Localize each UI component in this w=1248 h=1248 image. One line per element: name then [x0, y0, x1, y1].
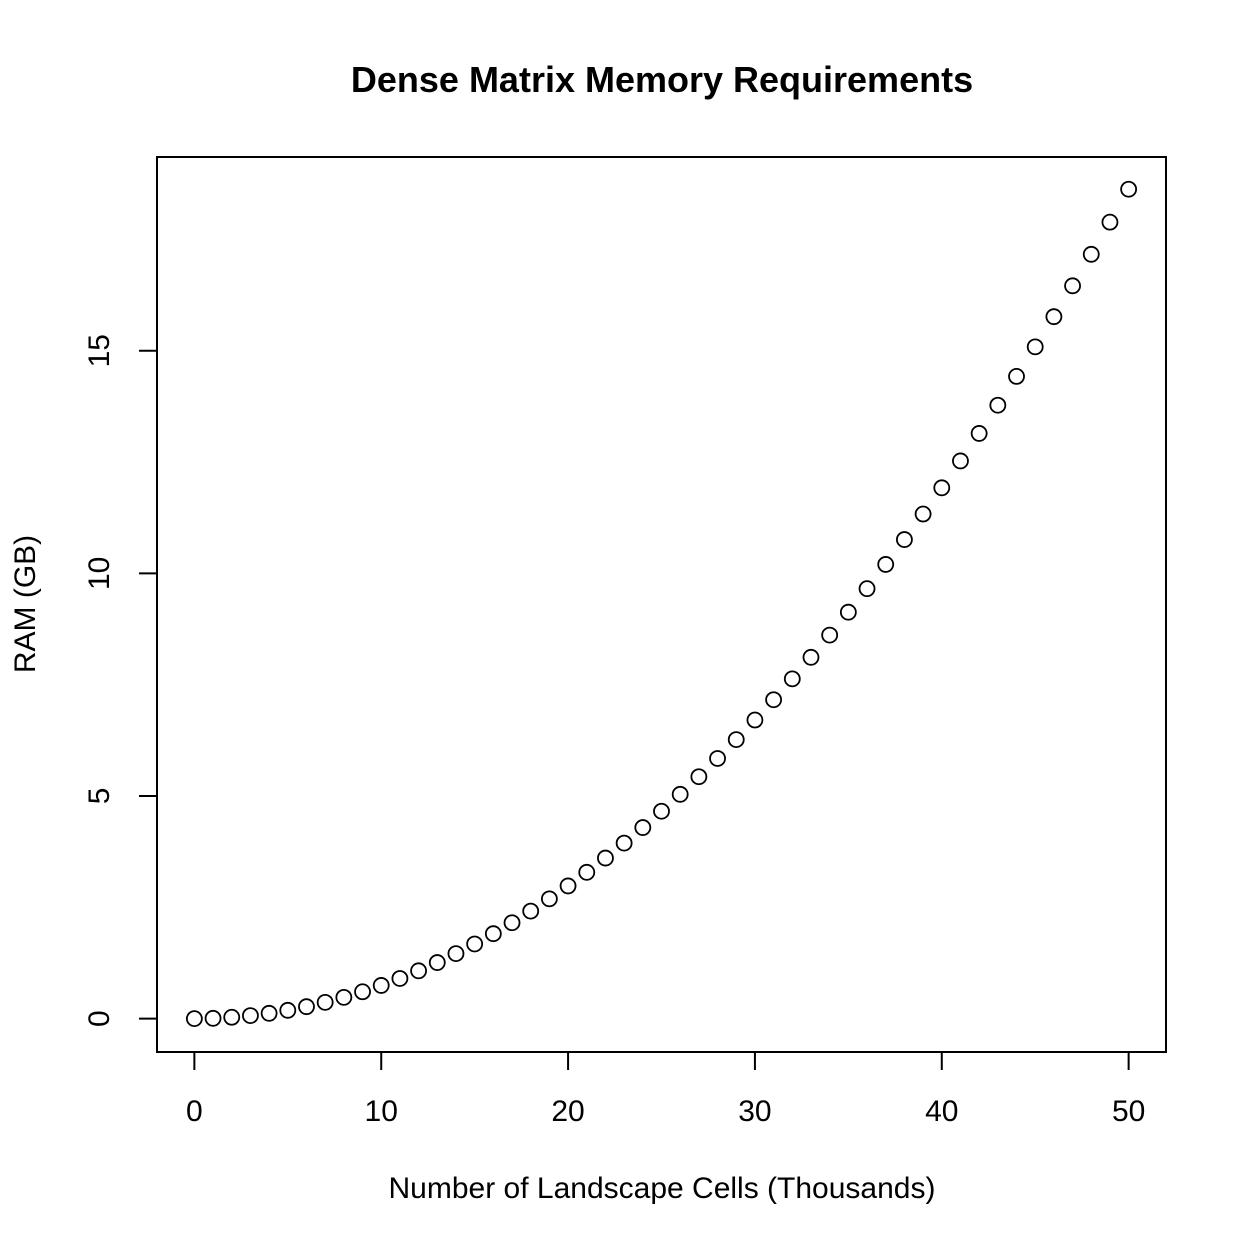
- x-tick-label: 30: [738, 1095, 771, 1128]
- data-point: [372, 977, 390, 994]
- data-point: [316, 993, 334, 1011]
- data-point: [653, 802, 670, 820]
- data-point: [1064, 277, 1081, 295]
- x-tick-label: 40: [925, 1095, 958, 1128]
- x-tick-label: 20: [551, 1095, 584, 1128]
- data-point: [578, 863, 596, 881]
- data-point: [952, 452, 969, 470]
- data-point: [877, 556, 895, 573]
- x-tick-label: 10: [365, 1095, 398, 1128]
- data-point: [540, 890, 558, 908]
- data-point: [466, 935, 484, 953]
- plot-frame: [156, 156, 1167, 1053]
- data-point: [634, 819, 652, 836]
- data-point: [690, 768, 708, 786]
- data-point: [559, 877, 577, 895]
- y-tick-label: 15: [83, 334, 116, 367]
- data-point: [765, 691, 783, 709]
- data-point: [484, 925, 502, 943]
- data-point: [260, 1004, 278, 1022]
- data-point: [298, 998, 315, 1016]
- data-point: [242, 1007, 259, 1025]
- data-point: [1120, 180, 1138, 198]
- data-point: [858, 580, 876, 598]
- data-point: [428, 954, 446, 971]
- data-point: [671, 785, 689, 803]
- data-point: [1026, 338, 1044, 356]
- data-point: [839, 603, 857, 621]
- y-tick-label: 10: [83, 557, 116, 590]
- data-point: [503, 914, 521, 932]
- data-point: [1008, 367, 1025, 385]
- data-point: [223, 1008, 241, 1026]
- data-point: [821, 626, 839, 644]
- y-tick-label: 5: [83, 788, 116, 805]
- data-point: [989, 396, 1007, 414]
- x-tick-label: 50: [1112, 1095, 1145, 1128]
- data-point: [447, 945, 465, 962]
- data-point: [1045, 308, 1063, 326]
- data-point: [279, 1001, 297, 1019]
- data-point: [1082, 245, 1100, 263]
- data-point: [802, 648, 820, 666]
- y-tick-label: 0: [83, 1010, 116, 1027]
- data-point: [746, 711, 764, 729]
- data-point: [783, 670, 801, 688]
- x-tick-label: 0: [186, 1095, 203, 1128]
- data-point: [335, 988, 353, 1006]
- data-point: [410, 962, 427, 980]
- x-axis: 0 10 20 30 40 50: [186, 1051, 1145, 1128]
- chart-title: Dense Matrix Memory Requirements: [351, 59, 973, 100]
- data-point: [354, 983, 371, 1001]
- data-point: [933, 479, 951, 497]
- data-point: [597, 849, 614, 867]
- data-point: [391, 970, 409, 987]
- data-point: [970, 425, 988, 442]
- y-axis-label: RAM (GB): [9, 535, 42, 673]
- data-point: [914, 505, 932, 523]
- data-point: [185, 1010, 203, 1028]
- data-points: [185, 180, 1138, 1028]
- y-axis: 0 5 10 15: [83, 334, 158, 1027]
- data-point: [896, 531, 913, 548]
- data-point: [1101, 213, 1119, 231]
- data-point: [727, 731, 745, 748]
- data-point: [709, 750, 726, 767]
- data-point: [204, 1009, 222, 1027]
- data-point: [615, 834, 633, 852]
- x-axis-label: Number of Landscape Cells (Thousands): [389, 1172, 936, 1205]
- data-point: [522, 902, 540, 920]
